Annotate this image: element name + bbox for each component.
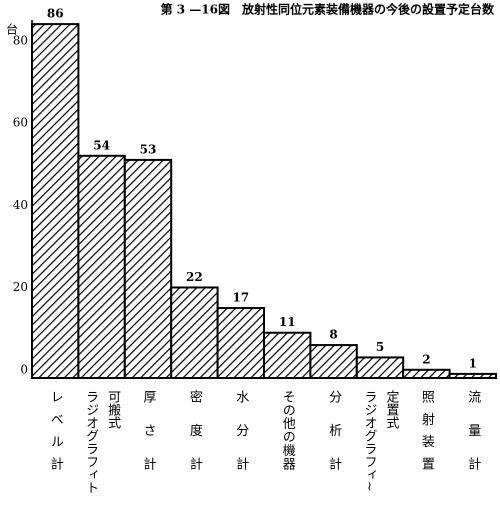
x-tick-label: 水分計 bbox=[233, 390, 249, 491]
y-unit: 台 bbox=[6, 22, 18, 37]
x-tick-label: 分析計 bbox=[326, 390, 342, 491]
bar bbox=[355, 356, 405, 380]
x-tick-label: 厚さ計 bbox=[141, 390, 157, 491]
bar bbox=[402, 368, 451, 379]
value-label: 86 bbox=[47, 7, 64, 21]
y-tick-label: 60 bbox=[13, 116, 28, 130]
bar bbox=[123, 158, 173, 379]
value-label: 54 bbox=[93, 138, 110, 152]
x-tick-label: その他の機器 bbox=[280, 390, 296, 471]
bar bbox=[448, 372, 498, 380]
y-tick-label: 40 bbox=[13, 198, 28, 212]
bar bbox=[170, 286, 219, 379]
bar bbox=[77, 154, 126, 379]
value-label: 1 bbox=[469, 356, 477, 370]
value-label: 8 bbox=[329, 328, 337, 342]
bar bbox=[31, 23, 80, 380]
value-label: 53 bbox=[140, 142, 157, 156]
x-tick-label: 定置式 bbox=[384, 390, 400, 429]
value-label: 11 bbox=[279, 315, 296, 329]
x-tick-label: 可搬式 bbox=[105, 390, 121, 429]
value-label: 2 bbox=[422, 352, 430, 366]
value-label: 17 bbox=[232, 291, 249, 305]
chart-title: 第 3 —16図 放射性同位元素装備機器の今後の設置予定台数 bbox=[161, 2, 495, 17]
x-tick-label: レベル計 bbox=[48, 390, 64, 479]
value-label: 5 bbox=[376, 340, 384, 354]
y-tick-label: 0 bbox=[20, 363, 28, 377]
bar bbox=[263, 331, 312, 379]
bar bbox=[216, 307, 266, 380]
x-tick-label: 流量計 bbox=[465, 390, 481, 491]
x-tick-label: ラジオグラフィト bbox=[83, 390, 99, 494]
bar bbox=[309, 344, 358, 380]
x-tick-label: 密度計 bbox=[187, 389, 203, 490]
y-tick-label: 20 bbox=[13, 280, 28, 294]
value-label: 22 bbox=[186, 270, 203, 284]
y-tick-label: 80 bbox=[13, 33, 28, 47]
x-tick-label: 照射装置 bbox=[419, 390, 435, 479]
x-tick-label: ラジオグラフィ~ bbox=[362, 390, 378, 492]
